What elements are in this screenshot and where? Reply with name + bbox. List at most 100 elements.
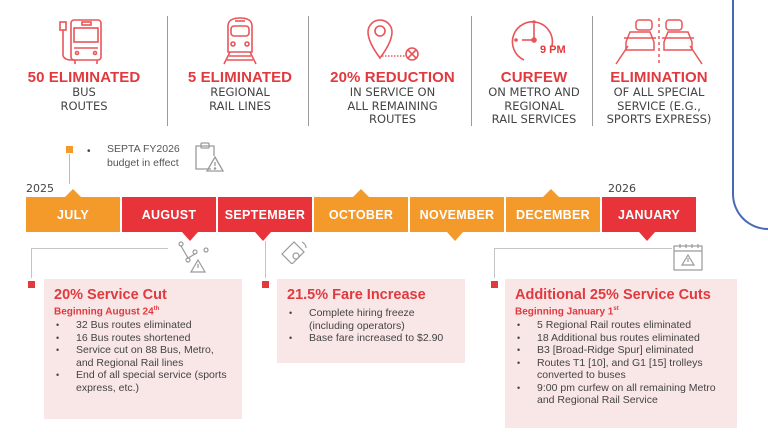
stat-line: REGIONAL — [504, 98, 564, 113]
month-label: AUGUST — [141, 207, 197, 222]
month-september: SEPTEMBER — [218, 197, 312, 241]
stat-headline: 50 ELIMINATED — [27, 69, 141, 86]
chart-warning-icon — [178, 240, 212, 281]
card-title: 21.5% Fare Increase — [287, 287, 426, 303]
divider — [471, 16, 472, 126]
clock-icon: 9 PM — [478, 10, 590, 66]
list-item: Base fare increased to $2.90 — [287, 332, 455, 345]
budget-marker — [66, 146, 73, 153]
stat-headline: 20% REDUCTION — [330, 69, 455, 86]
month-label: SEPTEMBER — [224, 207, 306, 222]
stat-service-reduction: 20% REDUCTION IN SERVICE ON ALL REMAININ… — [315, 10, 470, 127]
stat-rail-lines: 5 ELIMINATED REGIONAL RAIL LINES — [175, 10, 305, 113]
connector-line — [265, 241, 266, 278]
card-list: 32 Bus routes eliminated 16 Bus routes s… — [54, 319, 232, 394]
event-marker — [28, 281, 35, 288]
divider — [308, 16, 309, 126]
marker-down — [181, 232, 198, 241]
divider — [592, 16, 593, 126]
month-august: AUGUST — [122, 197, 216, 241]
budget-line: SEPTA FY2026 — [107, 143, 180, 155]
timeline-bar: JULY AUGUST SEPTEMBER OCTOBER NOVEMBER D… — [26, 189, 696, 241]
list-item: 32 Bus routes eliminated — [54, 319, 232, 332]
fare-card-icon — [280, 240, 310, 269]
month-label: OCTOBER — [328, 207, 394, 222]
month-label: NOVEMBER — [419, 207, 495, 222]
train-icon — [175, 10, 305, 66]
year-label-start: 2025 — [26, 182, 54, 195]
budget-bullet: • — [87, 146, 91, 157]
list-item: 18 Additional bus routes eliminated — [515, 332, 727, 345]
budget-note: SEPTA FY2026 budget in effect — [107, 142, 180, 170]
list-item: Routes T1 [10], and G1 [15] trolleys con… — [515, 357, 727, 382]
list-item: Service cut on 88 Bus, Metro, and Region… — [54, 344, 232, 369]
month-october: OCTOBER — [314, 189, 408, 232]
connector-line — [31, 248, 168, 249]
card-service-cut: 20% Service Cut Beginning August 24th 32… — [44, 279, 242, 419]
event-marker — [262, 281, 269, 288]
list-item: 16 Bus routes shortened — [54, 332, 232, 345]
bus-icon — [14, 10, 154, 66]
budget-line: budget in effect — [107, 157, 179, 169]
card-subtitle-text: Beginning August 24 — [54, 306, 154, 318]
marker-up — [353, 189, 369, 197]
month-november: NOVEMBER — [410, 197, 504, 241]
connector-line — [494, 248, 672, 249]
list-item: 9:00 pm curfew on all remaining Metro an… — [515, 382, 727, 407]
marker-down — [639, 232, 656, 241]
stat-special-service: ELIMINATION OF ALL SPECIAL SERVICE (E.G.… — [598, 10, 720, 127]
stat-line: ALL REMAINING — [347, 98, 438, 113]
map-pin-cancel-icon — [315, 10, 470, 66]
card-subtitle-sup: st — [613, 306, 619, 312]
marker-up — [65, 189, 81, 197]
month-july: JULY — [26, 189, 120, 232]
list-item: 5 Regional Rail routes eliminated — [515, 319, 727, 332]
stat-line: SERVICE (E.G., — [617, 98, 701, 113]
list-item: B3 [Broad-Ridge Spur] eliminated — [515, 344, 727, 357]
stat-line: SPORTS EXPRESS) — [606, 112, 712, 126]
blue-bracket-annotation — [732, 0, 768, 230]
clipboard-warning-icon — [193, 141, 225, 178]
month-label: DECEMBER — [516, 207, 590, 222]
month-december: DECEMBER — [506, 189, 600, 232]
stat-headline: CURFEW — [500, 69, 568, 86]
calendar-warning-icon — [672, 242, 704, 277]
card-subtitle: Beginning August 24th — [54, 303, 232, 318]
stat-line: OF ALL SPECIAL — [613, 85, 705, 99]
event-marker — [491, 281, 498, 288]
card-subtitle: Beginning January 1st — [515, 303, 727, 318]
stat-curfew: 9 PM CURFEW ON METRO AND REGIONAL RAIL S… — [478, 10, 590, 127]
card-subtitle-text: Beginning January 1 — [515, 306, 614, 318]
marker-up — [543, 189, 560, 197]
connector-line — [494, 248, 495, 278]
clock-label: 9 PM — [540, 44, 566, 56]
cars-icon — [598, 10, 720, 66]
stat-line: IN SERVICE ON — [349, 85, 436, 99]
stat-bus-routes: 50 ELIMINATED BUS ROUTES — [14, 10, 154, 113]
marker-down — [255, 232, 272, 241]
month-label: JULY — [56, 207, 89, 222]
list-item: Complete hiring freeze (including operat… — [287, 307, 455, 332]
stat-line: RAIL SERVICES — [491, 112, 577, 126]
card-list: Complete hiring freeze (including operat… — [287, 307, 455, 345]
stat-line: BUS — [72, 85, 96, 99]
marker-down — [447, 232, 464, 241]
connector-line — [31, 248, 32, 278]
card-list: 5 Regional Rail routes eliminated 18 Add… — [515, 319, 727, 407]
card-title: Additional 25% Service Cuts — [515, 287, 711, 303]
divider — [167, 16, 168, 126]
list-item: End of all special service (sports expre… — [54, 369, 232, 394]
connector-line — [69, 154, 70, 184]
card-fare-increase: 21.5% Fare Increase Complete hiring free… — [277, 279, 465, 363]
stat-headline: 5 ELIMINATED — [187, 69, 293, 86]
month-label: JANUARY — [617, 207, 681, 222]
stat-line: RAIL LINES — [209, 98, 271, 113]
year-label-end: 2026 — [608, 182, 636, 195]
stat-line: ROUTES — [60, 98, 108, 113]
card-subtitle-sup: th — [153, 306, 160, 312]
stat-line: REGIONAL — [210, 85, 270, 99]
stat-line: ROUTES — [368, 112, 417, 126]
card-title: 20% Service Cut — [54, 287, 167, 303]
stat-headline: ELIMINATION — [610, 69, 708, 86]
card-additional-cuts: Additional 25% Service Cuts Beginning Ja… — [505, 279, 737, 428]
